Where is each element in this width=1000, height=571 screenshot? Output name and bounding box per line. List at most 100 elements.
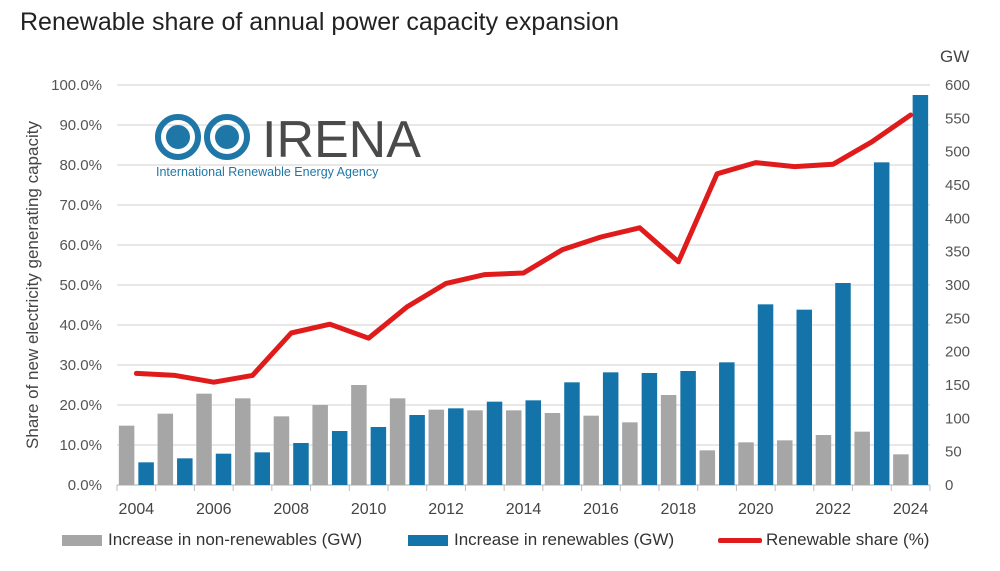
legend-swatch-grey <box>62 534 102 546</box>
y-left-tick-label: 100.0% <box>51 77 102 94</box>
bar-non-renewables <box>196 393 212 485</box>
bar-non-renewables <box>854 431 870 485</box>
left-axis-label: Share of new electricity generating capa… <box>23 121 42 449</box>
bar-renewables <box>680 371 696 485</box>
y-left-tick-label: 50.0% <box>59 277 102 294</box>
bar-non-renewables <box>738 442 754 485</box>
y-right-tick-label: 550 <box>945 110 970 127</box>
bar-renewables <box>177 458 193 485</box>
y-right-tick-label: 300 <box>945 277 970 294</box>
y-right-tick-label: 250 <box>945 310 970 327</box>
bar-non-renewables <box>273 416 290 485</box>
y-right-tick-label: 200 <box>945 344 970 361</box>
bar-non-renewables <box>312 405 328 485</box>
bar-renewables <box>409 415 425 485</box>
legend: Increase in non-renewables (GW) Increase… <box>0 530 1000 558</box>
y-left-tick-label: 90.0% <box>59 117 102 134</box>
share-line <box>133 112 914 385</box>
x-tick-label: 2008 <box>273 501 309 518</box>
x-tick-label: 2012 <box>428 501 464 518</box>
y-left-tick-label: 60.0% <box>59 237 102 254</box>
bar-renewables <box>873 162 890 486</box>
bar-renewables <box>486 401 503 485</box>
y-right-tick-label: 150 <box>945 377 970 394</box>
bar-non-renewables <box>893 454 909 485</box>
x-tick-label: 2010 <box>351 501 387 518</box>
bar-renewables <box>138 462 154 485</box>
bar-renewables <box>525 400 541 485</box>
bar-renewables <box>215 453 232 485</box>
y-right-tick-label: 50 <box>945 444 962 461</box>
bar-non-renewables <box>699 450 716 485</box>
bar-non-renewables <box>544 413 561 485</box>
y-right-tick-label: 400 <box>945 210 970 227</box>
legend-item-non-renewables: Increase in non-renewables (GW) <box>62 530 362 550</box>
y-right-tick-label: 350 <box>945 244 970 261</box>
y-left-tick-label: 40.0% <box>59 317 102 334</box>
bar-renewables <box>835 283 851 485</box>
y-left-tick-label: 70.0% <box>59 197 102 214</box>
y-right-tick-label: 600 <box>945 77 970 94</box>
chart-svg: 0.0% 10.0% 20.0% 30.0% 40.0% 50.0% 60.0% 70.0% 8… <box>23 47 970 518</box>
legend-label: Renewable share (%) <box>766 530 930 549</box>
bar-renewables <box>370 427 387 485</box>
bar-renewables <box>757 304 774 485</box>
bar-renewables <box>293 443 309 485</box>
irena-logo: IRENA International Renewable Energy Age… <box>155 111 421 179</box>
bar-renewables <box>564 382 580 485</box>
y-left-tick-label: 30.0% <box>59 357 102 374</box>
bar-non-renewables <box>118 425 135 485</box>
y-right-tick-label: 450 <box>945 177 970 194</box>
bar-renewables <box>719 362 735 485</box>
x-tick-label: 2004 <box>119 501 155 518</box>
y-left-tick-label: 20.0% <box>59 397 102 414</box>
legend-label: Increase in non-renewables (GW) <box>108 530 363 549</box>
bar-renewables <box>331 431 348 485</box>
y-right-tick-label: 100 <box>945 410 970 427</box>
bar-non-renewables <box>583 415 599 485</box>
bar-non-renewables <box>428 409 445 485</box>
legend-item-renewables: Increase in renewables (GW) <box>408 530 674 550</box>
bars <box>118 95 929 486</box>
x-tick-label: 2014 <box>506 501 542 518</box>
x-tick-label: 2018 <box>661 501 697 518</box>
bar-non-renewables <box>235 398 251 485</box>
bar-renewables <box>254 452 270 485</box>
logo-wordmark: IRENA <box>262 111 421 169</box>
right-axis-label: GW <box>940 47 969 66</box>
bar-renewables <box>641 373 658 485</box>
y-left-tick-label: 10.0% <box>59 437 102 454</box>
y-left-tick-label: 80.0% <box>59 157 102 174</box>
bar-non-renewables <box>777 440 793 485</box>
bar-non-renewables <box>351 385 367 485</box>
x-tick-label: 2020 <box>738 501 774 518</box>
y-right-tick-label: 500 <box>945 144 970 161</box>
chart-title: Renewable share of annual power capacity… <box>20 8 619 36</box>
bar-non-renewables <box>157 413 174 485</box>
legend-label: Increase in renewables (GW) <box>454 530 675 549</box>
bar-non-renewables <box>467 410 483 485</box>
bar-non-renewables <box>622 422 638 485</box>
bar-renewables <box>602 372 619 485</box>
y-right-tick-label: 0 <box>945 477 953 494</box>
legend-item-renewable-share: Renewable share (%) <box>718 530 929 550</box>
x-tick-label: 2016 <box>583 501 619 518</box>
x-tick-label: 2022 <box>815 501 851 518</box>
globe-icon <box>155 114 250 160</box>
bar-renewables <box>912 95 929 485</box>
bar-non-renewables <box>660 395 677 485</box>
x-tick-label: 2006 <box>196 501 232 518</box>
tick-labels: 0.0% 10.0% 20.0% 30.0% 40.0% 50.0% 60.0% 70.0% 8… <box>51 77 970 518</box>
bar-non-renewables <box>389 398 406 485</box>
legend-swatch-blue <box>408 534 448 546</box>
bar-non-renewables <box>506 410 522 485</box>
logo-subtitle: International Renewable Energy Agency <box>156 165 379 179</box>
legend-swatch-red-line <box>718 537 762 543</box>
bar-renewables <box>796 309 812 485</box>
gridlines <box>116 84 931 491</box>
bar-non-renewables <box>815 435 832 485</box>
y-left-tick-label: 0.0% <box>68 477 102 494</box>
bar-renewables <box>448 408 464 485</box>
x-tick-label: 2024 <box>893 501 929 518</box>
renewable-share-line <box>133 112 914 385</box>
